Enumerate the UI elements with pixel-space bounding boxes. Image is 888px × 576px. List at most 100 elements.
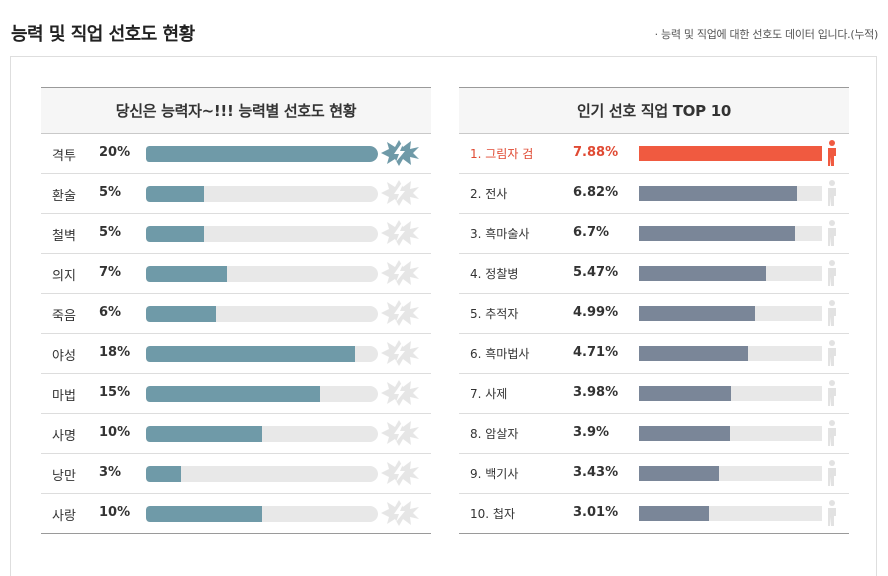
job-name: 6. 흑마법사 [470,347,530,361]
ability-bar-fill [146,146,378,162]
job-row: 5. 추적자 4.99% [459,294,849,334]
ability-name: 마법 [52,389,76,404]
ability-percent: 7% [99,265,122,280]
ability-row: 철벽 5% [41,214,431,254]
ability-bar-fill [146,506,262,522]
job-percent: 3.9% [573,425,610,440]
ability-name: 사랑 [52,509,76,524]
person-icon [828,380,836,406]
job-bar-fill [639,386,732,401]
job-percent: 4.71% [573,345,619,360]
job-name: 4. 정찰병 [470,267,519,281]
ability-bar-track [146,466,378,482]
person-icon [828,300,836,326]
job-bar-fill [639,266,767,281]
person-icon [828,260,836,286]
ability-percent: 10% [99,425,131,440]
job-row: 4. 정찰병 5.47% [459,254,849,294]
ability-bar-track [146,306,378,322]
job-bar-fill [639,466,719,481]
ability-row: 사명 10% [41,414,431,454]
job-percent: 5.47% [573,265,619,280]
job-panel-title: 인기 선호 직업 TOP 10 [459,87,849,134]
ability-percent: 15% [99,385,131,400]
job-row: 8. 암살자 3.9% [459,414,849,454]
ability-percent: 20% [99,145,131,160]
person-icon [828,460,836,486]
job-bar-track [639,146,822,161]
ability-percent: 18% [99,345,131,360]
job-list: 1. 그림자 검 7.88% 2. 전사 6.82% 3. 흑마술사 6.7% 4. 정찰병… [459,134,849,534]
ability-bar-track [146,346,378,362]
ability-name: 환술 [52,189,76,204]
job-bar-track [639,466,822,481]
ability-percent: 6% [99,305,122,320]
job-bar-fill [639,146,822,161]
job-name: 2. 전사 [470,187,508,201]
job-percent: 6.82% [573,185,619,200]
ability-name: 죽음 [52,309,76,324]
ability-bar-track [146,426,378,442]
job-name: 1. 그림자 검 [470,147,534,161]
ability-bar-fill [146,306,216,322]
ability-row: 격투 20% [41,134,431,174]
job-bar-track [639,186,822,201]
lightning-burst-icon [381,180,419,206]
job-row: 1. 그림자 검 7.88% [459,134,849,174]
ability-bar-fill [146,466,181,482]
ability-name: 사명 [52,429,76,444]
lightning-burst-icon [381,420,419,446]
job-bar-fill [639,506,709,521]
lightning-burst-icon [381,340,419,366]
job-bar-track [639,506,822,521]
job-row: 10. 첩자 3.01% [459,494,849,534]
job-row: 7. 사제 3.98% [459,374,849,414]
content-frame [10,56,877,576]
ability-percent: 5% [99,185,122,200]
ability-panel: 당신은 능력자~!!! 능력별 선호도 현황 격투 20% 환술 5% 철벽 5% 의지 7%… [41,87,431,534]
ability-row: 야성 18% [41,334,431,374]
person-icon [828,180,836,206]
ability-bar-track [146,266,378,282]
ability-name: 의지 [52,269,76,284]
job-percent: 3.01% [573,505,619,520]
ability-name: 야성 [52,349,76,364]
job-row: 9. 백기사 3.43% [459,454,849,494]
job-bar-track [639,266,822,281]
job-bar-track [639,346,822,361]
ability-percent: 3% [99,465,122,480]
person-icon [828,140,836,166]
ability-panel-title: 당신은 능력자~!!! 능력별 선호도 현황 [41,87,431,134]
job-name: 9. 백기사 [470,467,519,481]
ability-bar-track [146,226,378,242]
person-icon [828,500,836,526]
job-row: 2. 전사 6.82% [459,174,849,214]
job-percent: 4.99% [573,305,619,320]
ability-bar-fill [146,426,262,442]
lightning-burst-icon [381,260,419,286]
job-percent: 7.88% [573,145,619,160]
job-bar-fill [639,226,795,241]
lightning-burst-icon [381,380,419,406]
page-note: · 능력 및 직업에 대한 선호도 데이터 입니다.(누적) [654,28,879,41]
ability-row: 마법 15% [41,374,431,414]
job-name: 7. 사제 [470,387,508,401]
job-name: 5. 추적자 [470,307,519,321]
ability-bar-fill [146,226,204,242]
ability-bar-fill [146,386,320,402]
ability-row: 의지 7% [41,254,431,294]
job-name: 3. 흑마술사 [470,227,530,241]
person-icon [828,420,836,446]
person-icon [828,220,836,246]
job-bar-fill [639,186,798,201]
job-percent: 6.7% [573,225,610,240]
ability-bar-track [146,506,378,522]
ability-bar-track [146,186,378,202]
job-bar-track [639,426,822,441]
page-title: 능력 및 직업 선호도 현황 [11,24,195,45]
job-name: 8. 암살자 [470,427,519,441]
ability-bar-track [146,146,378,162]
person-icon [828,340,836,366]
lightning-burst-icon [381,460,419,486]
ability-name: 격투 [52,149,76,164]
